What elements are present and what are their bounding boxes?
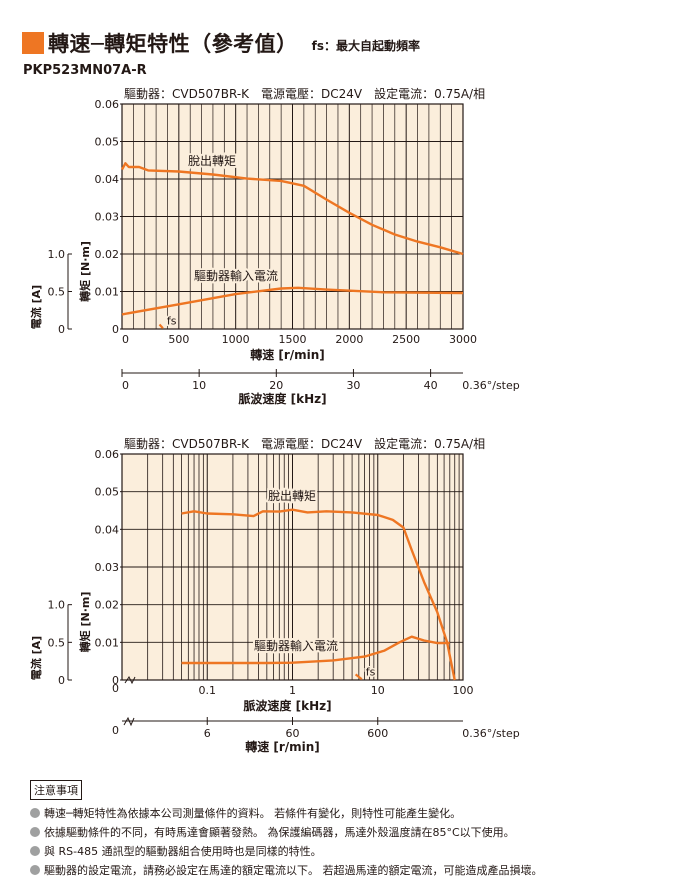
y-tick-label: 0.04 [95, 173, 120, 186]
bullet-icon [30, 845, 40, 856]
chart-condition: 驅動器：CVD507BR-K 電源電壓：DC24V 設定電流：0.75A/相 [124, 436, 485, 451]
title-row: 轉速─轉矩特性（參考值） fs：最大自起動頻率 [22, 28, 420, 58]
x-tick-label: 2000 [335, 333, 363, 346]
y-tick-label: 0.03 [95, 211, 120, 224]
y-tick-label: 0.02 [95, 248, 120, 261]
x2-tick-label: 6 [204, 727, 211, 740]
input-current-label: 驅動器輸入電流 [194, 268, 278, 283]
y-axis-label: 轉矩 [N·m] [78, 241, 92, 302]
note-text: 與 RS-485 通訊型的驅動器組合使用時也是同樣的特性。 [44, 844, 322, 858]
y2-tick-label: 0.5 [48, 286, 66, 299]
x2-tick-label: 0 [122, 379, 129, 392]
y-axis-label: 轉矩 [N·m] [78, 592, 92, 653]
notes-section: 注意事項 轉速─轉矩特性為依據本公司測量條件的資料。 若條件有變化，則特性可能產… [30, 780, 543, 879]
note-item: 依據驅動條件的不同，有時馬達會顯著發熱。 為保護編碼器，馬達外殼溫度請在85°C… [30, 822, 543, 841]
x2-axis-label: 脈波速度 [kHz] [238, 391, 326, 406]
bullet-icon [30, 864, 40, 875]
y-tick-label: 0.02 [95, 599, 120, 612]
x2-tick-label: 30 [346, 379, 360, 392]
note-item: 與 RS-485 通訊型的驅動器組合使用時也是同樣的特性。 [30, 841, 543, 860]
y2-tick-label: 0 [58, 323, 65, 336]
x-axis-label: 轉速 [r/min] [250, 347, 325, 362]
x2-step-label: 0.36°/step [462, 727, 520, 740]
pullout-torque-label: 脫出轉矩 [268, 488, 316, 503]
x2-tick-label: 40 [424, 379, 438, 392]
x-tick-label: 1 [289, 684, 296, 697]
y-tick-label: 0.01 [95, 286, 120, 299]
notes-heading: 注意事項 [30, 780, 82, 800]
x-axis-label: 脈波速度 [kHz] [243, 698, 331, 713]
y2-axis-label: 電流 [A] [29, 636, 43, 680]
fs-label: fs [167, 315, 177, 328]
x-tick-label: 0 [112, 682, 119, 695]
y-tick-label: 0.04 [95, 523, 120, 536]
y2-tick-label: 0.5 [48, 636, 66, 649]
x-tick-label: 2500 [392, 333, 420, 346]
axis-break-icon [123, 716, 135, 727]
y2-axis-label: 電流 [A] [29, 285, 43, 329]
y-tick-label: 0.06 [95, 448, 120, 461]
y-tick-label: 0.05 [95, 136, 120, 149]
fs-mark [354, 673, 363, 681]
note-text: 依據驅動條件的不同，有時馬達會顯著發熱。 為保護編碼器，馬達外殼溫度請在85°C… [44, 825, 515, 839]
x2-axis-label: 轉速 [r/min] [245, 739, 320, 754]
x2-tick-label: 0 [112, 724, 119, 737]
x-tick-label: 100 [453, 684, 474, 697]
x-tick-label: 0.1 [199, 684, 217, 697]
axis-break-icon [124, 676, 136, 685]
x-tick-label: 500 [168, 333, 189, 346]
pullout-torque-line [181, 508, 456, 681]
y-tick-label: 0.01 [95, 636, 120, 649]
x-tick-label: 1000 [222, 333, 250, 346]
y-tick-label: 0 [112, 323, 119, 336]
x2-tick-label: 10 [192, 379, 206, 392]
input-current-label: 驅動器輸入電流 [254, 638, 338, 653]
y2-tick-label: 1.0 [48, 248, 66, 261]
page-title: 轉速─轉矩特性（參考值） [48, 32, 298, 56]
note-text: 驅動器的設定電流，請務必設定在馬達的額定電流以下。 若超過馬達的額定電流，可能造… [44, 863, 543, 877]
chart-condition: 驅動器：CVD507BR-K 電源電壓：DC24V 設定電流：0.75A/相 [124, 86, 485, 101]
input-current-line [121, 286, 464, 316]
fs-mark [158, 323, 164, 329]
x2-tick-label: 60 [286, 727, 300, 740]
x-tick-label: 0 [122, 333, 129, 346]
pullout-torque-line [120, 162, 464, 256]
bullet-icon [30, 807, 40, 818]
y-tick-label: 0 [112, 674, 119, 687]
x-tick-label: 3000 [449, 333, 477, 346]
x-tick-label: 1500 [279, 333, 307, 346]
note-item: 驅動器的設定電流，請務必設定在馬達的額定電流以下。 若超過馬達的額定電流，可能造… [30, 860, 543, 879]
fs-label: fs [366, 665, 376, 678]
x2-step-label: 0.36°/step [462, 379, 520, 392]
y-tick-label: 0.06 [95, 98, 120, 111]
x2-tick-label: 600 [367, 727, 388, 740]
pullout-torque-label: 脫出轉矩 [188, 153, 236, 168]
model-number: PKP523MN07A-R [23, 63, 147, 78]
y-tick-label: 0.03 [95, 561, 120, 574]
page-subtitle: fs：最大自起動頻率 [311, 38, 421, 53]
note-item: 轉速─轉矩特性為依據本公司測量條件的資料。 若條件有變化，則特性可能產生變化。 [30, 803, 543, 822]
x-tick-label: 10 [371, 684, 385, 697]
y2-tick-label: 1.0 [48, 599, 66, 612]
x2-tick-label: 20 [269, 379, 283, 392]
title-marker [22, 32, 44, 54]
y-tick-label: 0.05 [95, 486, 120, 499]
note-text: 轉速─轉矩特性為依據本公司測量條件的資料。 若條件有變化，則特性可能產生變化。 [44, 806, 462, 820]
y2-tick-label: 0 [58, 674, 65, 687]
input-current-line [181, 635, 450, 665]
bullet-icon [30, 826, 40, 837]
